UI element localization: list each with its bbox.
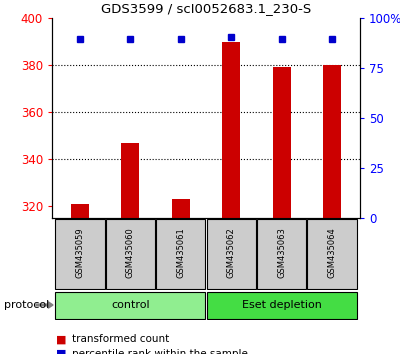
Title: GDS3599 / scI0052683.1_230-S: GDS3599 / scI0052683.1_230-S [101, 2, 311, 16]
FancyBboxPatch shape [156, 219, 206, 289]
FancyBboxPatch shape [55, 291, 206, 319]
Text: Eset depletion: Eset depletion [242, 300, 322, 310]
Bar [71, 204, 89, 218]
Text: protocol: protocol [4, 300, 49, 310]
FancyBboxPatch shape [257, 219, 306, 289]
Text: ■: ■ [56, 335, 66, 344]
Text: GSM435062: GSM435062 [227, 227, 236, 278]
Text: GSM435061: GSM435061 [176, 227, 185, 278]
FancyBboxPatch shape [308, 219, 357, 289]
FancyBboxPatch shape [206, 219, 256, 289]
Bar [222, 41, 240, 218]
Text: GSM435063: GSM435063 [277, 227, 286, 278]
Bar [323, 65, 341, 218]
FancyBboxPatch shape [55, 219, 104, 289]
Bar [172, 199, 190, 218]
Text: transformed count: transformed count [72, 335, 169, 344]
Text: GSM435059: GSM435059 [75, 227, 84, 278]
Text: GSM435064: GSM435064 [328, 227, 337, 278]
Bar [273, 67, 290, 218]
Text: ■: ■ [56, 349, 66, 354]
FancyBboxPatch shape [206, 291, 357, 319]
Text: control: control [111, 300, 150, 310]
Text: GSM435060: GSM435060 [126, 227, 135, 278]
Bar [122, 143, 139, 218]
FancyBboxPatch shape [106, 219, 155, 289]
Text: percentile rank within the sample: percentile rank within the sample [72, 349, 248, 354]
